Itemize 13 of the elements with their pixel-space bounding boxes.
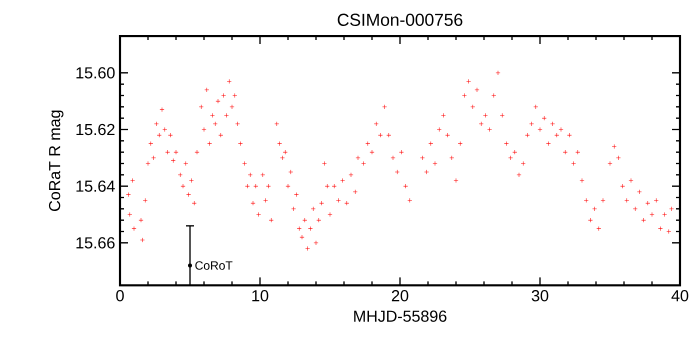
y-tick-label: 15.60: [76, 67, 115, 78]
x-tick-label: 0: [116, 290, 124, 302]
y-tick-label: 15.66: [76, 237, 115, 248]
x-tick-label: 40: [671, 290, 688, 302]
x-tick-label: 30: [532, 290, 548, 302]
series-label: CoRoT: [195, 261, 232, 270]
y-tick-label: 15.62: [76, 124, 114, 136]
y-tick-label: 15.64: [76, 180, 115, 192]
x-tick-label: 20: [392, 290, 408, 302]
x-axis-title: MHJD-55896: [354, 310, 446, 322]
chart-title: CSIMon-000756: [338, 14, 462, 26]
x-tick-label: 10: [252, 290, 268, 302]
y-axis-title: CoRaT R mag: [48, 110, 64, 211]
